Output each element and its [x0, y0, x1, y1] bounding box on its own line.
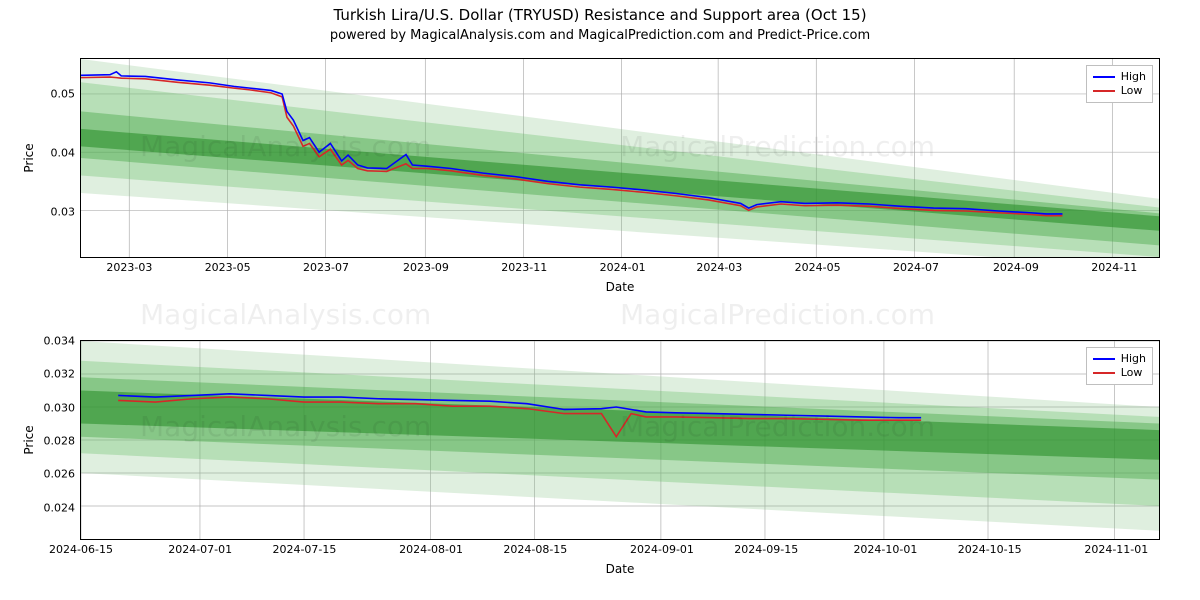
watermark: MagicalAnalysis.com — [140, 298, 431, 331]
xtick-label: 2024-08-15 — [503, 539, 567, 556]
xtick-label: 2024-11-01 — [1084, 539, 1148, 556]
xtick-label: 2024-08-01 — [399, 539, 463, 556]
legend-swatch-low — [1093, 90, 1115, 92]
page-root: Turkish Lira/U.S. Dollar (TRYUSD) Resist… — [0, 0, 1200, 600]
ytick-label: 0.032 — [44, 368, 82, 381]
legend: High Low — [1086, 347, 1153, 385]
xtick-label: 2024-07 — [893, 257, 939, 274]
legend-row-low: Low — [1093, 84, 1146, 98]
ytick-label: 0.030 — [44, 401, 82, 414]
xlabel-top: Date — [80, 280, 1160, 294]
xtick-label: 2024-07-15 — [272, 539, 336, 556]
xtick-label: 2023-07 — [303, 257, 349, 274]
xtick-label: 2024-06-15 — [49, 539, 113, 556]
legend-label-low: Low — [1121, 84, 1143, 98]
legend-label-high: High — [1121, 352, 1146, 366]
ytick-label: 0.026 — [44, 468, 82, 481]
xtick-label: 2024-03 — [696, 257, 742, 274]
ytick-label: 0.04 — [51, 147, 82, 160]
xtick-label: 2023-03 — [106, 257, 152, 274]
xtick-label: 2024-07-01 — [168, 539, 232, 556]
chart-top-svg — [81, 59, 1159, 257]
chart-top: High Low 0.030.040.052023-032023-052023-… — [80, 58, 1160, 258]
xtick-label: 2023-05 — [205, 257, 251, 274]
legend-label-low: Low — [1121, 366, 1143, 380]
xtick-label: 2024-11 — [1091, 257, 1137, 274]
ytick-label: 0.03 — [51, 205, 82, 218]
xtick-label: 2024-09-01 — [630, 539, 694, 556]
ytick-label: 0.05 — [51, 88, 82, 101]
watermark: MagicalPrediction.com — [620, 298, 935, 331]
xlabel-bottom: Date — [80, 562, 1160, 576]
xtick-label: 2024-09-15 — [734, 539, 798, 556]
ylabel-top: Price — [22, 143, 36, 172]
ytick-label: 0.024 — [44, 501, 82, 514]
xtick-label: 2024-05 — [795, 257, 841, 274]
legend-row-high: High — [1093, 352, 1146, 366]
chart-bottom-svg — [81, 341, 1159, 539]
page-title: Turkish Lira/U.S. Dollar (TRYUSD) Resist… — [0, 6, 1200, 24]
legend: High Low — [1086, 65, 1153, 103]
xtick-label: 2023-09 — [403, 257, 449, 274]
xtick-label: 2023-11 — [501, 257, 547, 274]
legend-swatch-low — [1093, 372, 1115, 374]
ytick-label: 0.028 — [44, 435, 82, 448]
ytick-label: 0.034 — [44, 335, 82, 348]
chart-bottom: High Low 0.0240.0260.0280.0300.0320.0342… — [80, 340, 1160, 540]
ylabel-bottom: Price — [22, 425, 36, 454]
legend-row-low: Low — [1093, 366, 1146, 380]
page-subtitle: powered by MagicalAnalysis.com and Magic… — [0, 28, 1200, 43]
xtick-label: 2024-01 — [600, 257, 646, 274]
xtick-label: 2024-09 — [993, 257, 1039, 274]
xtick-label: 2024-10-15 — [958, 539, 1022, 556]
legend-label-high: High — [1121, 70, 1146, 84]
xtick-label: 2024-10-01 — [853, 539, 917, 556]
legend-swatch-high — [1093, 76, 1115, 78]
legend-row-high: High — [1093, 70, 1146, 84]
legend-swatch-high — [1093, 358, 1115, 360]
